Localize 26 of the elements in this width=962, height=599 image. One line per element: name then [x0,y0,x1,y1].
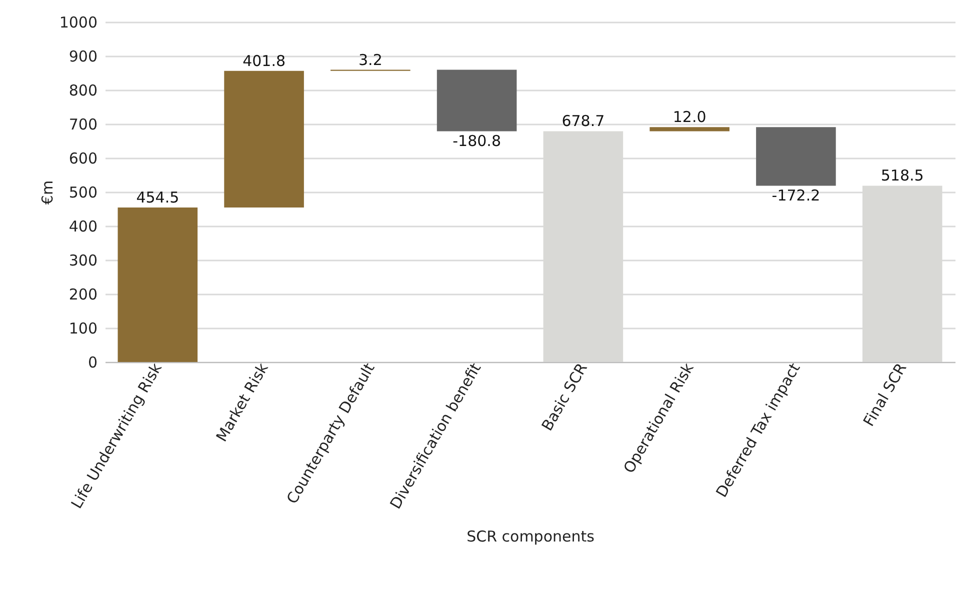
bar [650,127,730,132]
y-tick-label: 500 [68,184,98,202]
bar [436,70,517,132]
bar [756,127,836,186]
y-tick-label: 800 [68,82,98,100]
data-label: 454.5 [136,188,180,206]
data-label: 518.5 [880,166,924,185]
y-tick-label: 400 [68,218,98,236]
y-tick-label: 200 [68,286,98,304]
data-label: -180.8 [452,132,501,150]
y-tick-label: 0 [88,354,98,372]
bar [224,70,304,208]
y-axis-title: €m [38,180,56,205]
data-label: 401.8 [242,52,286,70]
y-tick-label: 600 [68,150,98,168]
data-label: 12.0 [672,108,706,126]
bar [118,207,198,362]
y-tick-label: 1000 [59,14,98,32]
y-tick-label: 300 [68,252,98,270]
data-label: -172.2 [772,186,820,205]
data-label: 3.2 [358,50,382,69]
y-tick-label: 700 [68,116,98,134]
y-tick-label: 100 [68,320,98,338]
data-label: 678.7 [562,112,605,130]
x-axis-title: SCR components [466,528,595,546]
y-tick-label: 900 [68,48,98,66]
